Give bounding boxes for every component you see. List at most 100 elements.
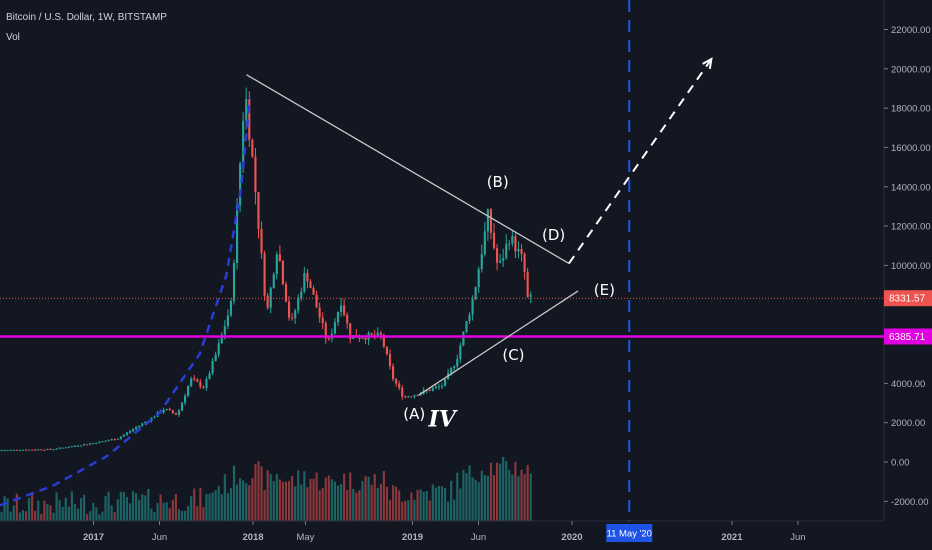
candle-body [459, 345, 462, 359]
volume-bar [514, 461, 517, 521]
candle-body [190, 378, 193, 387]
candle-body [492, 232, 496, 249]
volume-bar [266, 470, 269, 521]
support-price-badge: 6385.71 [889, 332, 926, 343]
candle-body [315, 294, 318, 308]
candle-body [116, 438, 119, 440]
volume-bar [135, 493, 138, 521]
price-tick-label: 0.00 [891, 458, 910, 469]
volume-bar [410, 492, 413, 521]
volume-bar [208, 493, 211, 521]
wave-label: (A) [403, 405, 425, 423]
candle-body [220, 334, 223, 344]
candle-body [364, 338, 367, 340]
volume-bar [443, 487, 447, 521]
candle-body [92, 443, 95, 445]
volume-bar [318, 490, 321, 521]
chart-title: Bitcoin / U.S. Dollar, 1W, BITSTAMP [6, 12, 167, 23]
volume-bar [9, 511, 12, 521]
candle-body [502, 257, 505, 261]
volume-bar [162, 502, 165, 521]
volume-bar [263, 490, 266, 521]
candle-body [297, 297, 300, 311]
volume-bar [125, 497, 129, 521]
volume-bar [49, 505, 52, 521]
volume-bar [297, 470, 300, 521]
candle-body [34, 449, 37, 451]
volume-bar [315, 472, 318, 521]
volume-bar [483, 475, 486, 521]
candle-body [333, 322, 337, 334]
volume-bar [229, 488, 233, 521]
volume-bar [364, 476, 367, 521]
volume-bar [27, 498, 31, 521]
candle-body [526, 271, 529, 297]
volume-bar [492, 475, 496, 521]
time-tick-label: Jun [471, 532, 486, 543]
volume-bar [358, 490, 361, 521]
volume-bar [321, 487, 324, 521]
candle-body [251, 139, 254, 157]
candle-body [24, 449, 28, 451]
candle-body [407, 396, 410, 398]
candle-body [395, 379, 398, 384]
candle-body [416, 395, 419, 397]
candle-body [3, 450, 6, 452]
candle-body [511, 236, 514, 244]
volume-bar [190, 496, 193, 521]
candle-body [245, 99, 248, 121]
candle-body [211, 360, 214, 374]
volume-bar [174, 494, 177, 521]
wave-label: (D) [542, 226, 565, 244]
candle-body [520, 248, 523, 254]
volume-bar [86, 514, 89, 521]
candle-body [27, 449, 31, 451]
volume-bar [327, 475, 330, 521]
candle-body [284, 284, 288, 302]
candle-body [312, 288, 315, 295]
candle-body [125, 432, 129, 435]
volume-bar [12, 505, 15, 521]
volume-bar [3, 496, 6, 521]
volume-bar [119, 491, 122, 521]
volume-bar [343, 473, 346, 521]
volume-bar [284, 481, 288, 521]
candle-body [76, 445, 80, 447]
volume-bar [413, 499, 416, 521]
volume-bar [122, 491, 125, 521]
volume-bar [46, 504, 49, 521]
volume-bar [79, 498, 83, 521]
volume-bar [98, 514, 101, 521]
candle-body [177, 410, 181, 415]
volume-bar [73, 503, 77, 521]
volume-bar [495, 462, 499, 521]
candle-body [257, 191, 260, 229]
support-price-badge-bg [884, 328, 932, 345]
volume-bar [61, 506, 64, 521]
candle-body [153, 416, 156, 418]
wave-label: IV [428, 407, 458, 433]
candle-body [55, 448, 58, 450]
volume-bar [183, 510, 187, 521]
candle-body [208, 373, 211, 380]
wave-label: (B) [487, 173, 509, 191]
volume-bar [128, 503, 132, 521]
volume-bar [346, 490, 349, 521]
candle-body [217, 343, 220, 355]
volume-bar [339, 484, 343, 521]
candle-body [269, 287, 272, 308]
volume-bar [34, 510, 37, 521]
candle-body [193, 378, 196, 380]
candle-body [303, 273, 306, 292]
candle-body [523, 253, 526, 272]
candle-body [101, 441, 104, 443]
volume-bar [431, 484, 434, 521]
candle-body [21, 449, 25, 451]
volume-bar [40, 514, 43, 521]
volume-bar [324, 477, 327, 521]
current-price-badge-bg [884, 290, 932, 307]
candle-body [453, 366, 456, 369]
volume-bar [214, 490, 217, 521]
